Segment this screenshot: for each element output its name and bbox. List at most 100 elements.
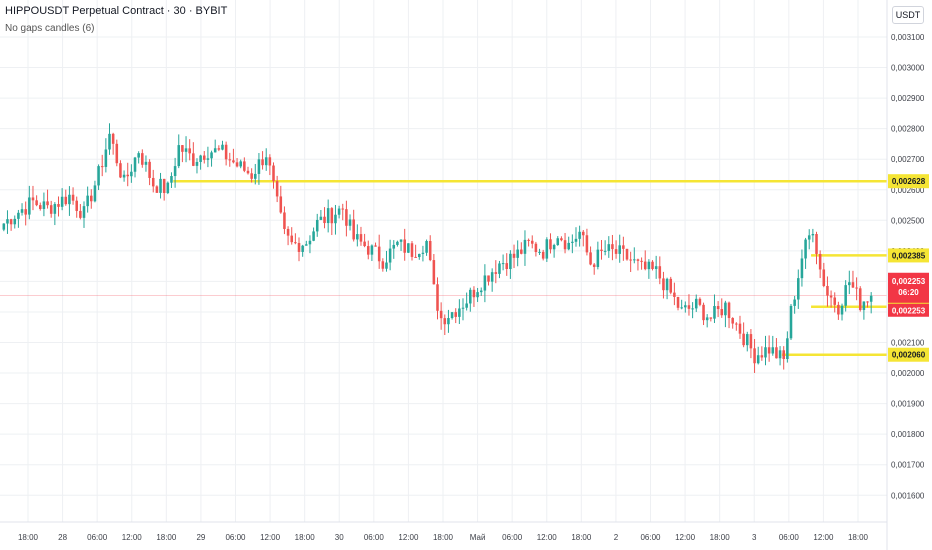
candle-body [669, 278, 673, 293]
candle-body [800, 258, 804, 279]
level-badge-text: 0,002060 [892, 351, 926, 360]
candle-body [250, 173, 253, 179]
candle-body [294, 242, 297, 244]
candle-body [782, 350, 785, 360]
candle-body [851, 282, 855, 288]
candle-body [498, 263, 501, 274]
candle-body [640, 260, 643, 262]
candle-body [283, 212, 286, 229]
candle-body [279, 196, 283, 213]
candle-body [407, 243, 410, 253]
candle-body [815, 234, 818, 254]
candle-body [509, 253, 512, 270]
candle-body [28, 197, 31, 215]
candle-body [538, 251, 541, 253]
candle-body [625, 248, 629, 260]
candle-body [130, 171, 133, 177]
candle-body [745, 334, 749, 346]
candle-body [818, 253, 822, 270]
candle-body [618, 245, 621, 254]
time-tick-label: 06:00 [87, 533, 108, 542]
time-tick-label: 12:00 [675, 533, 696, 542]
candle-body [403, 239, 406, 253]
candle-body [563, 240, 567, 250]
candle-body [432, 260, 436, 285]
candle-body [363, 241, 366, 247]
candle-body [2, 223, 6, 230]
candle-body [286, 228, 290, 236]
candle-body [523, 239, 527, 254]
candle-body [228, 159, 232, 161]
candle-body [141, 153, 144, 165]
time-tick-label: 06:00 [225, 533, 246, 542]
candle-body [775, 347, 778, 359]
price-tick-label: 0,001600 [891, 491, 925, 500]
candle-body [614, 249, 618, 254]
candle-body [465, 303, 468, 308]
time-tick-label: 3 [752, 533, 757, 542]
candle-body [647, 261, 651, 270]
candle-body [556, 238, 560, 246]
candle-body [184, 148, 188, 152]
candle-body [213, 148, 217, 153]
candle-body [257, 159, 261, 174]
candle-body [804, 239, 807, 259]
candle-body [676, 296, 680, 308]
currency-button[interactable]: USDT [892, 6, 924, 24]
candle-body [137, 153, 140, 158]
candle-body [738, 323, 742, 334]
candle-body [527, 239, 530, 241]
candle-body [177, 145, 181, 167]
candle-body [53, 204, 57, 214]
candle-body [49, 205, 53, 214]
price-tick-label: 0,002500 [891, 216, 925, 225]
candle-body [724, 302, 727, 316]
candle-body [308, 240, 312, 245]
candle-body [356, 234, 359, 240]
candle-body [68, 194, 71, 205]
time-tick-label: 18:00 [710, 533, 731, 542]
candle-body [385, 262, 388, 269]
time-tick-label: 2 [614, 533, 619, 542]
candle-body [684, 305, 687, 308]
candle-body [560, 238, 563, 241]
time-tick-label: 06:00 [640, 533, 661, 542]
candle-body [301, 245, 304, 252]
candle-body [64, 196, 68, 205]
price-axis[interactable]: 0,003100 0,003000 0,002900 0,002800 0,002700… [891, 33, 925, 500]
price-badges: 0,0026280,0023850,0022170,0020600,002253… [888, 174, 929, 362]
candle-body [694, 298, 698, 309]
candle-body [126, 174, 130, 177]
candle-body [399, 239, 403, 242]
level-badge [888, 248, 929, 263]
candle-body [793, 299, 796, 306]
candle-body [268, 157, 272, 166]
candle-body [35, 200, 38, 206]
horizontal-levels [173, 179, 887, 356]
candle-body [436, 284, 439, 311]
candle-body [133, 157, 137, 172]
chart-title: HIPPOUSDT Perpetual Contract · 30 · BYBI… [5, 5, 228, 17]
candle-body [162, 178, 166, 194]
candle-body [374, 245, 377, 247]
candle-body [629, 259, 632, 261]
candle-body [345, 209, 348, 226]
candle-body [108, 133, 111, 150]
time-axis[interactable]: 18:00 28 06:00 12:00 18:00 29 06:00 12:00 18:00 3… [18, 533, 869, 542]
candle-body [79, 210, 82, 218]
candle-body [713, 306, 716, 319]
candle-body [410, 243, 414, 257]
current-price-badge [888, 272, 929, 303]
candle-body [13, 218, 17, 225]
price-tick-label: 0,002900 [891, 94, 925, 103]
candle-body [115, 143, 119, 164]
time-tick-label: 18:00 [571, 533, 592, 542]
time-tick-label: 18:00 [433, 533, 454, 542]
candle-body [458, 308, 461, 317]
candle-body [246, 170, 250, 174]
candle-body [501, 263, 505, 265]
candle-body [38, 205, 42, 209]
candle-body [122, 174, 126, 178]
price-tick-label: 0,002100 [891, 339, 925, 348]
